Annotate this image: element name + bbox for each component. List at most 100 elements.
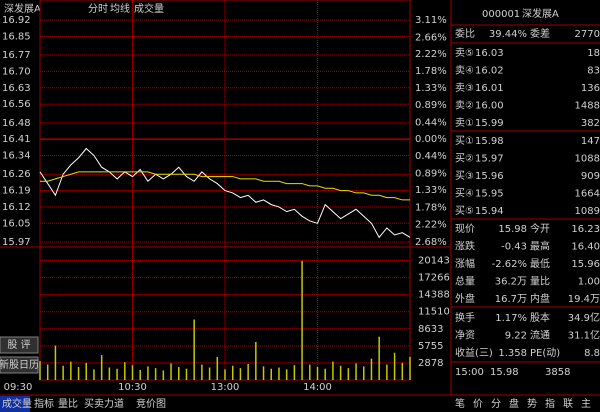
chart-tab[interactable]: 均线 — [110, 2, 130, 15]
side-button-label[interactable]: 股 评 — [7, 339, 30, 351]
y-tick-label: 16.92 — [2, 15, 31, 26]
y-tick-label: 15.97 — [2, 237, 31, 248]
quote-value: 16.7万 — [495, 294, 527, 305]
panel-tab[interactable]: 价 — [473, 398, 483, 410]
bottom-tab[interactable]: 指标 — [34, 397, 54, 410]
price-line — [39, 147, 411, 239]
y-tick-label: 16.63 — [2, 83, 31, 94]
y-tick-label: 16.19 — [2, 186, 31, 197]
volume-tick-label: 14388 — [418, 290, 450, 301]
book-price: 16.01 — [475, 83, 504, 94]
book-price: 15.97 — [475, 154, 504, 165]
book-volume: 1664 — [575, 189, 600, 200]
panel-tab[interactable]: 主 — [581, 398, 591, 410]
y-tick-label: 16.12 — [2, 202, 31, 213]
x-tick-label: 09:30 — [4, 382, 33, 393]
y2-tick-label: 3.11% — [415, 15, 447, 26]
panel-tab[interactable]: 势 — [527, 397, 537, 410]
side-button-label[interactable]: 新股日历 — [0, 358, 39, 371]
y2-tick-label: 2.22% — [415, 49, 447, 60]
book-price: 16.03 — [475, 48, 504, 59]
y2-tick-label: 0.89% — [415, 168, 447, 179]
bottom-tab[interactable]: 量比 — [58, 398, 78, 410]
stock-title: 深发展A — [522, 7, 559, 20]
book-label: 买② — [455, 153, 474, 165]
quote-value: 9.22 — [505, 331, 527, 342]
quote-value: 15.96 — [571, 259, 600, 270]
panel-tab[interactable]: 笔 — [455, 397, 465, 410]
bottom-tab[interactable]: 成交量 — [2, 397, 32, 410]
price-line — [40, 171, 410, 201]
volume-tick-label: 5755 — [418, 341, 443, 352]
book-price: 15.96 — [475, 171, 504, 182]
y2-tick-label: 1.78% — [415, 202, 447, 213]
y-tick-label: 16.77 — [2, 50, 31, 61]
y2-tick-label: 1.33% — [415, 83, 447, 94]
trade-volume: 3858 — [545, 367, 570, 378]
trade-time: 15:00 — [455, 367, 484, 378]
y2-tick-label: 0.44% — [415, 151, 447, 162]
y-tick-label: 16.05 — [2, 218, 31, 229]
quote-value: 15.98 — [498, 224, 527, 235]
panel-tab[interactable]: 指 — [545, 397, 555, 410]
book-volume: 147 — [581, 136, 600, 147]
trade-price: 15.98 — [490, 367, 519, 378]
quote-label: PE(动) — [530, 347, 560, 359]
quote-label: 涨幅 — [455, 257, 475, 270]
y-tick-label: 16.85 — [2, 31, 31, 42]
quote-label: 内盘 — [530, 292, 550, 305]
book-price: 15.99 — [475, 118, 504, 129]
x-tick-label: 10:30 — [118, 382, 147, 393]
book-volume: 18 — [587, 48, 600, 59]
side-button[interactable] — [0, 336, 39, 354]
book-price: 16.02 — [475, 66, 504, 77]
book-label: 买④ — [455, 188, 474, 200]
book-volume: 1088 — [575, 154, 600, 165]
y2-tick-label: 0.00% — [415, 134, 447, 145]
quote-label: 委差 — [530, 27, 550, 40]
bottom-tab[interactable]: 竞价图 — [136, 397, 166, 410]
y-tick-label: 16.26 — [2, 169, 31, 180]
bottom-tab[interactable]: 买卖力道 — [84, 397, 124, 410]
quote-value: 16.23 — [571, 224, 600, 235]
y2-tick-label: 1.33% — [415, 185, 447, 196]
quote-value: 1.358 — [498, 348, 527, 359]
panel-tab[interactable]: 联 — [563, 398, 573, 410]
y2-tick-label: 0.44% — [415, 117, 447, 128]
quote-label: 总量 — [455, 275, 475, 288]
y2-tick-label: 1.78% — [415, 66, 447, 77]
panel-tab[interactable]: 盘 — [509, 397, 519, 410]
book-label: 卖③ — [455, 82, 474, 94]
book-label: 卖④ — [455, 65, 474, 77]
panel-tab[interactable]: 分 — [491, 398, 501, 410]
book-label: 卖⑤ — [455, 47, 474, 59]
book-price: 15.98 — [475, 136, 504, 147]
y2-tick-label: 2.66% — [415, 32, 447, 43]
book-volume: 83 — [587, 66, 600, 77]
quote-label: 现价 — [455, 223, 475, 235]
stock-name: 深发展A — [4, 2, 41, 15]
quote-label: 涨跌 — [455, 240, 475, 253]
quote-label: 股本 — [530, 311, 550, 324]
volume-tick-label: 17266 — [418, 273, 450, 284]
y2-tick-label: 2.22% — [415, 219, 447, 230]
chart-tab[interactable]: 成交量 — [134, 2, 164, 15]
quote-value: 8.8 — [584, 348, 600, 359]
y2-tick-label: 0.89% — [415, 100, 447, 111]
stock-code: 000001 — [482, 9, 520, 20]
side-button[interactable] — [0, 356, 39, 374]
quote-label: 委比 — [455, 27, 475, 40]
y-tick-label: 16.70 — [2, 66, 31, 77]
x-tick-label: 13:00 — [211, 382, 240, 393]
book-price: 15.95 — [475, 189, 504, 200]
quote-value: 31.1亿 — [568, 329, 600, 342]
book-volume: 1089 — [575, 206, 600, 217]
book-label: 买① — [455, 135, 474, 147]
quote-label: 外盘 — [455, 292, 475, 305]
chart-tab[interactable]: 分时 — [88, 3, 108, 15]
book-price: 16.00 — [475, 101, 504, 112]
quote-label: 今开 — [530, 222, 550, 235]
quote-value: 2770 — [575, 29, 600, 40]
quote-label: 换手 — [455, 311, 475, 324]
